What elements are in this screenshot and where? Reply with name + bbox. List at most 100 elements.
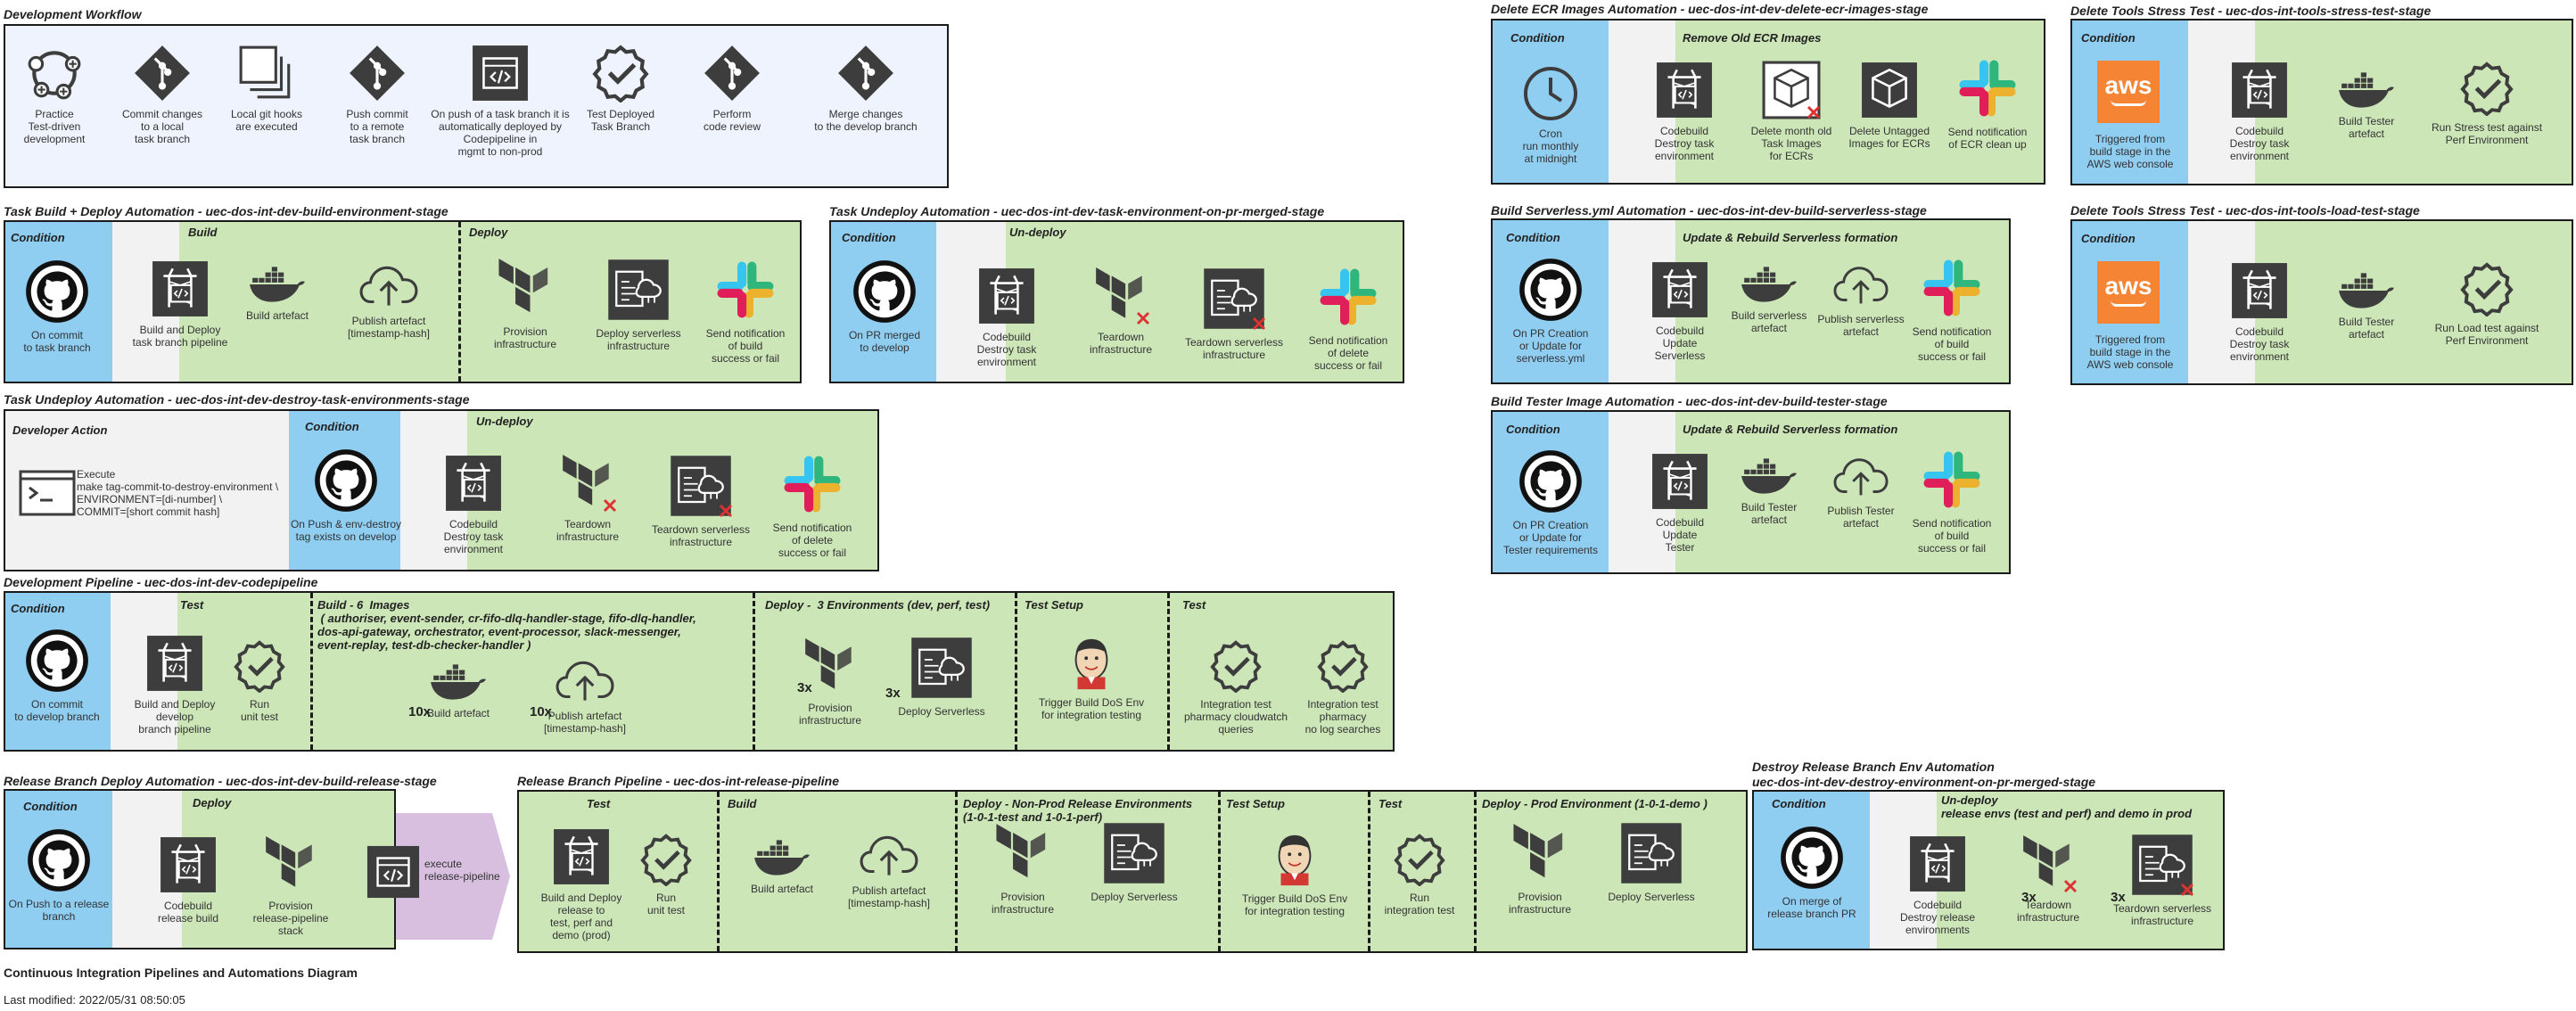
destroy-release-panel: Condition Un-deploy release envs (test an… bbox=[1752, 790, 2225, 950]
terraform-item: Provision release-pipeline stack bbox=[224, 835, 358, 937]
item-label: Provision infrastructure bbox=[493, 325, 557, 350]
upload-icon bbox=[556, 660, 614, 704]
condition-title: Condition bbox=[11, 231, 65, 244]
codebuild-item: Codebuild Update Tester bbox=[1613, 452, 1747, 554]
item-label: Deploy serverless infrastructure bbox=[596, 327, 681, 352]
divider bbox=[955, 792, 958, 951]
deploy-nonprod-title: Deploy - Non-Prod Release Environments (… bbox=[963, 797, 1193, 824]
slack-item: Send notification of ECR clean up bbox=[1921, 56, 2044, 151]
trigger-item: On merge of release branch PR bbox=[1757, 826, 1868, 920]
section-title-dev-pipeline: Development Pipeline - uec-dos-int-dev-c… bbox=[4, 575, 318, 589]
codebuild-item: Codebuild Destroy task environment bbox=[2193, 261, 2326, 363]
clock-icon bbox=[1522, 65, 1579, 122]
test-title-2: Test bbox=[1379, 797, 1403, 810]
upload-item: Publish artefact [timestamp-hash] bbox=[322, 265, 456, 340]
section-title-serverless: Build Serverless.yml Automation - uec-do… bbox=[1491, 203, 1927, 218]
item-label: Codebuild Destroy release environments bbox=[1899, 899, 1976, 936]
aws-logo-text: aws bbox=[2104, 272, 2152, 300]
upload-icon bbox=[1833, 456, 1889, 499]
terraform-icon bbox=[801, 637, 860, 696]
upload-item: Publish Tester artefact bbox=[1794, 456, 1928, 530]
terraform-item: Provision infrastructure bbox=[458, 258, 592, 350]
task-destroy-panel: Developer Action Condition Un-deploy Execut… bbox=[4, 409, 879, 571]
trigger-item: On commit to develop branch bbox=[6, 629, 109, 723]
terraform-item: Teardown infrastructure bbox=[521, 454, 654, 543]
docker-icon bbox=[753, 840, 811, 877]
item-label: Build Tester artefact bbox=[1741, 501, 1798, 526]
upload-icon bbox=[1833, 265, 1889, 308]
terraform-icon bbox=[2019, 834, 2078, 893]
aws-smile bbox=[2111, 300, 2146, 307]
terraform-item: Teardown infrastructure bbox=[1981, 834, 2115, 924]
item-label: Codebuild Destroy task environment bbox=[1654, 125, 1715, 162]
update-title: Update & Rebuild Serverless formation bbox=[1683, 231, 1898, 244]
codebuild-item: Codebuild Destroy task environment bbox=[940, 267, 1074, 368]
codepipeline-icon-wrap bbox=[366, 844, 421, 904]
codebuild-item: Build and Deploy develop branch pipeline bbox=[108, 634, 242, 736]
aws-icon: aws bbox=[2097, 61, 2160, 123]
trigger-item: On PR Creation or Update for serverless.… bbox=[1495, 258, 1607, 365]
item-label: Run Stress test against Perf Environment bbox=[2431, 121, 2543, 146]
item-label: On Push to a release branch bbox=[8, 898, 110, 923]
item-label: On push of a task branch it is automatic… bbox=[431, 108, 570, 158]
multiplier-label: 3x bbox=[2021, 890, 2037, 905]
item-label: Teardown infrastructure bbox=[1089, 331, 1153, 356]
item-label: On commit to develop branch bbox=[14, 698, 100, 723]
item-label: Teardown infrastructure bbox=[2016, 899, 2080, 924]
item-label: Integration test pharmacy no log searche… bbox=[1304, 698, 1381, 736]
codebuild-icon bbox=[2230, 261, 2289, 320]
item-label: Delete Untagged Images for ECRs bbox=[1848, 125, 1930, 150]
remove-title: Remove Old ECR Images bbox=[1683, 31, 1822, 45]
git-icon bbox=[836, 44, 895, 103]
serverless-icon bbox=[909, 636, 974, 700]
section-title-load: Delete Tools Stress Test - uec-dos-int-t… bbox=[2070, 203, 2420, 218]
codebuild-item: Codebuild release build bbox=[121, 835, 255, 925]
item-label: Build artefact bbox=[245, 309, 309, 322]
box-icon bbox=[1860, 61, 1919, 119]
trigger-item: On commit to task branch bbox=[6, 259, 109, 354]
jenkins-item: Trigger Build DoS Env for integration te… bbox=[1223, 832, 1366, 917]
item-label: Merge changes to the develop branch bbox=[814, 108, 918, 133]
item-label: Codebuild release build bbox=[157, 900, 219, 925]
github-icon bbox=[1518, 449, 1583, 514]
github-icon bbox=[25, 629, 89, 693]
test-title-2: Test bbox=[1182, 598, 1206, 612]
multiplier-label: 3x bbox=[2111, 890, 2126, 905]
item-label: Send notification of build success or fa… bbox=[1912, 325, 1992, 363]
serverless-item: Deploy Serverless bbox=[1584, 821, 1718, 903]
section-title-task-destroy: Task Undeploy Automation - uec-dos-int-d… bbox=[4, 392, 470, 407]
section-title-release-pipeline: Release Branch Pipeline - uec-dos-int-re… bbox=[517, 774, 839, 788]
codebuild-item: Build and Deploy release to test, perf a… bbox=[519, 827, 648, 941]
item-label: Build and Deploy release to test, perf a… bbox=[540, 892, 622, 941]
check-icon bbox=[2459, 61, 2514, 116]
task-build-panel: Condition Build Deploy On commit to task br… bbox=[4, 220, 802, 383]
check-item: Integration test pharmacy no log searche… bbox=[1276, 639, 1393, 736]
item-label: Perform code review bbox=[703, 108, 761, 133]
trigger-item: On Push & env-destroy tag exists on deve… bbox=[291, 448, 402, 543]
github-icon bbox=[314, 448, 378, 513]
check-icon bbox=[1209, 639, 1263, 693]
item-label: Teardown serverless infrastructure bbox=[651, 523, 751, 548]
task-undeploy-panel: Condition Un-deploy On PR merged to develo… bbox=[829, 220, 1404, 383]
serverless-item: Teardown serverless infrastructure bbox=[2095, 833, 2223, 927]
slack-item: Send notification of delete success or f… bbox=[1281, 265, 1403, 372]
condition-title: Condition bbox=[2081, 232, 2136, 245]
item-label: Run integration test bbox=[1384, 892, 1455, 916]
item-label: Commit changes to a local task branch bbox=[121, 108, 203, 145]
divider bbox=[1015, 593, 1017, 750]
item-label: Provision infrastructure bbox=[798, 702, 862, 727]
box-white-icon bbox=[1762, 61, 1821, 119]
docker-item: Build artefact bbox=[210, 267, 344, 322]
section-title-release-deploy: Release Branch Deploy Automation - uec-d… bbox=[4, 774, 437, 788]
item-label: Build Tester artefact bbox=[2338, 115, 2395, 140]
item-label: Provision infrastructure bbox=[1508, 891, 1572, 916]
check-icon bbox=[639, 833, 693, 886]
docker-icon bbox=[248, 267, 307, 304]
workflow-step: On push of a task branch it is automatic… bbox=[402, 44, 598, 158]
terraform-icon bbox=[1509, 823, 1571, 885]
item-label: Publish Tester artefact bbox=[1827, 505, 1895, 530]
slack-icon bbox=[1920, 448, 1984, 512]
serverless-item: Deploy serverless infrastructure bbox=[572, 258, 705, 352]
terraform-icon bbox=[1091, 267, 1150, 325]
item-label: Teardown infrastructure bbox=[556, 518, 620, 543]
